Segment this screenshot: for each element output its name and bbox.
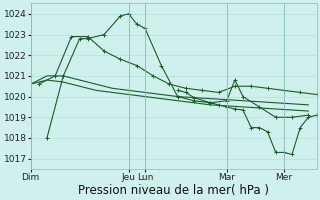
X-axis label: Pression niveau de la mer( hPa ): Pression niveau de la mer( hPa ) bbox=[78, 184, 269, 197]
